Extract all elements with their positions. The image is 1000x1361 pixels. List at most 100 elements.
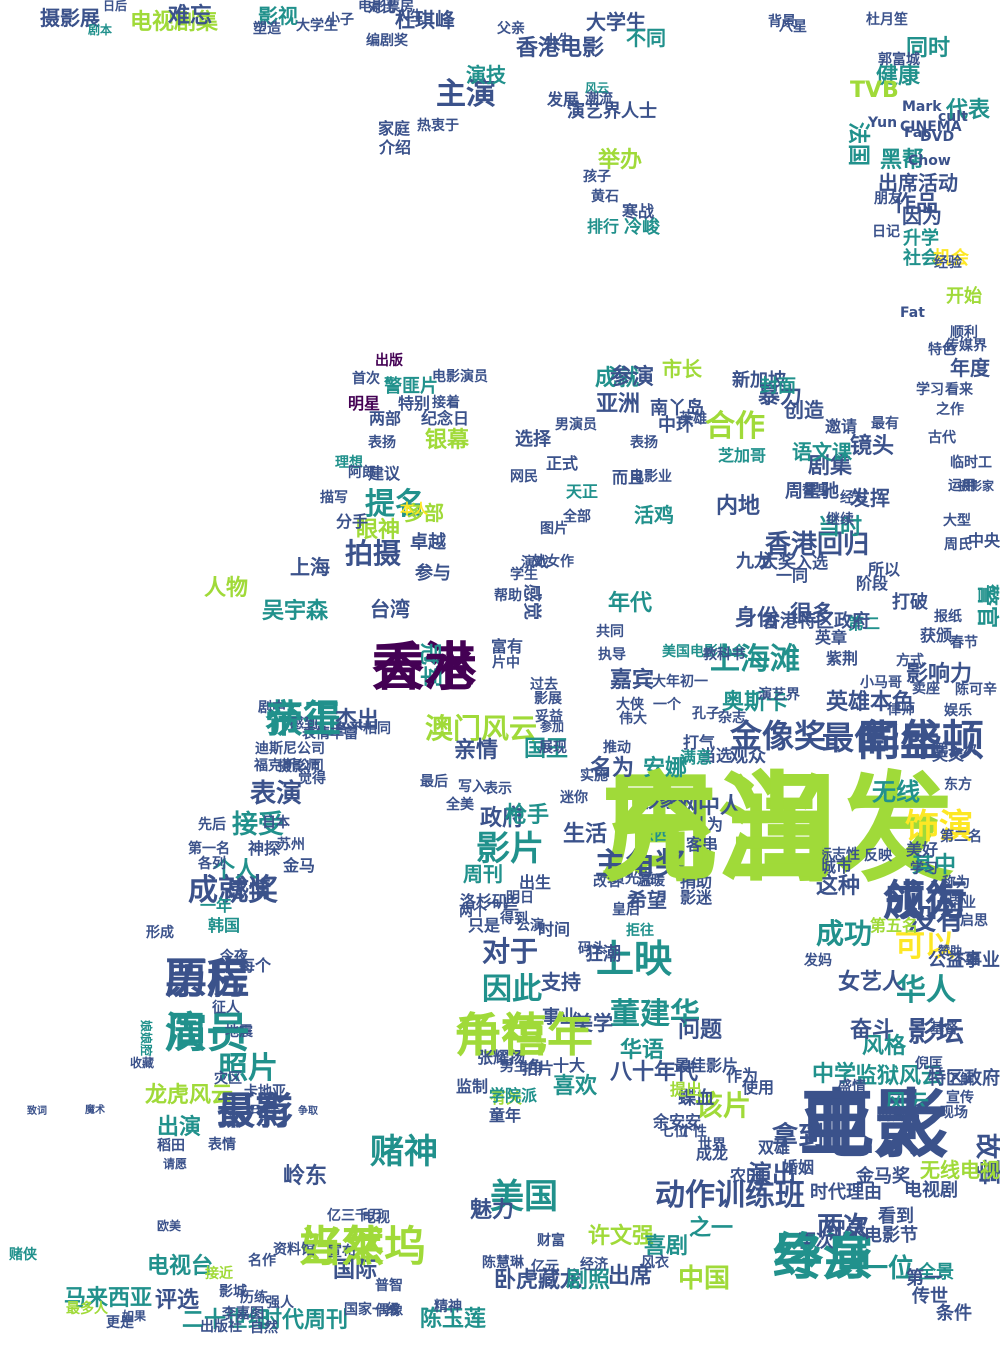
word-68: 监狱风云 bbox=[855, 1064, 944, 1089]
word-103: 身份 bbox=[735, 606, 780, 631]
word-254: 东方 bbox=[944, 777, 972, 793]
word-311: 每个 bbox=[239, 956, 272, 975]
word-83: 香港电影 bbox=[516, 36, 605, 61]
word-374: 宣布 bbox=[328, 1244, 356, 1260]
word-33: 没有 bbox=[908, 903, 965, 936]
word-210: 分手 bbox=[336, 512, 369, 531]
word-325: 表情丰富 bbox=[302, 726, 358, 742]
word-23: 拍摄 bbox=[345, 537, 402, 570]
word-365: 风衣 bbox=[641, 1255, 669, 1271]
word-260: 启思 bbox=[960, 913, 988, 929]
word-3: 导演 bbox=[773, 1228, 873, 1286]
word-275: 大奖 bbox=[760, 552, 796, 573]
word-233: 剧本 bbox=[88, 23, 113, 37]
word-217: 家庭 bbox=[378, 119, 411, 138]
word-79: 成就 bbox=[595, 366, 640, 391]
word-199: 电影演员 bbox=[432, 369, 488, 385]
word-26: 照片 bbox=[218, 1051, 278, 1086]
word-255: 美好 bbox=[906, 840, 939, 859]
word-71: 奋斗 bbox=[850, 1018, 895, 1043]
word-172: 看到 bbox=[878, 1206, 914, 1227]
word-96: 影视 bbox=[258, 4, 298, 28]
word-420: 运用 bbox=[948, 478, 976, 494]
word-127: 镜头 bbox=[850, 434, 895, 459]
word-85: 同时 bbox=[906, 36, 951, 61]
word-175: 无线电视 bbox=[920, 1158, 1000, 1182]
word-122: 亲情 bbox=[454, 738, 499, 763]
word-72: 这种 bbox=[816, 874, 861, 899]
word-89: 法国 bbox=[845, 122, 870, 167]
word-312: 地震 bbox=[225, 1024, 253, 1040]
word-40: 拿到 bbox=[772, 1122, 825, 1152]
word-134: 生活 bbox=[563, 822, 608, 847]
word-49: 许文强 bbox=[588, 1224, 655, 1249]
word-29: 对于 bbox=[482, 935, 539, 968]
word-178: 婚姻 bbox=[782, 1158, 815, 1177]
word-269: 全景 bbox=[918, 1262, 954, 1283]
word-110: 人物 bbox=[204, 576, 249, 601]
word-190: 拍片 bbox=[522, 1059, 555, 1078]
word-434: 千禧年 bbox=[455, 1008, 593, 1062]
word-186: 学院派 bbox=[489, 1086, 538, 1105]
word-361: 财富 bbox=[537, 1233, 565, 1249]
word-126: 发挥 bbox=[850, 486, 890, 510]
word-104: 很多 bbox=[790, 602, 835, 627]
word-331: 推动 bbox=[603, 740, 631, 756]
word-24: 成就奖 bbox=[188, 873, 278, 908]
word-431: 天水 bbox=[372, 638, 477, 698]
word-187: 童年 bbox=[489, 1106, 522, 1125]
word-118: 形象 bbox=[637, 788, 682, 813]
word-189: 张耀扬 bbox=[477, 1048, 526, 1067]
word-21: 合作 bbox=[705, 409, 765, 444]
word-373: 资料馆 bbox=[273, 1242, 315, 1258]
word-31: 可以 bbox=[895, 929, 955, 964]
word-405: Chow bbox=[908, 153, 951, 169]
word-298: 得到 bbox=[500, 911, 528, 927]
word-174: 电视剧 bbox=[904, 1180, 958, 1201]
word-180: 蝶血 bbox=[678, 1088, 714, 1109]
word-77: 奥斯卡 bbox=[722, 690, 789, 715]
word-248: 小马哥 bbox=[860, 675, 902, 691]
word-191: 男主角 bbox=[500, 1059, 542, 1075]
word-276: 九龙 bbox=[736, 551, 772, 572]
word-364: 亿元 bbox=[531, 1259, 559, 1275]
word-404: Fat bbox=[904, 125, 929, 141]
word-173: 再次 bbox=[798, 1231, 834, 1252]
word-333: 影展 bbox=[534, 691, 562, 707]
word-399: 娘娘腔 bbox=[139, 1020, 153, 1057]
word-327: 觉得 bbox=[298, 771, 326, 787]
word-116: 政府 bbox=[480, 806, 525, 831]
word-198: 警匪片 bbox=[384, 376, 438, 397]
word-385: 接近 bbox=[205, 1266, 233, 1282]
word-411: 传媒界 bbox=[945, 338, 987, 354]
word-432: 亚太 bbox=[800, 1082, 948, 1168]
word-140: 中环 bbox=[658, 415, 694, 436]
word-428: 第三次 bbox=[935, 742, 977, 758]
word-234: 背景 bbox=[768, 14, 796, 30]
word-58: 喜剧 bbox=[644, 1234, 689, 1259]
word-367: 更是 bbox=[106, 1315, 134, 1331]
word-392: 表示 bbox=[484, 781, 512, 797]
word-264: 了解 bbox=[946, 1072, 974, 1088]
word-60: 魅力 bbox=[470, 1198, 515, 1223]
word-65: 问题 bbox=[678, 1018, 723, 1043]
word-81: 参演 bbox=[610, 365, 655, 390]
word-422: 大型 bbox=[943, 513, 971, 529]
word-393: 迷你 bbox=[560, 790, 588, 806]
word-59: 之一 bbox=[689, 1216, 734, 1241]
word-319: 稻田 bbox=[157, 1138, 185, 1154]
word-124: 暴力 bbox=[758, 384, 803, 409]
word-349: 处女作 bbox=[532, 554, 574, 570]
word-356: 一个 bbox=[653, 697, 681, 713]
word-145: 而且 bbox=[612, 468, 645, 487]
word-265: 现场 bbox=[940, 1105, 968, 1121]
word-267: 倪匡 bbox=[915, 1056, 943, 1072]
word-7: 好莱坞 bbox=[300, 1222, 427, 1271]
word-324: 福克斯公司 bbox=[254, 758, 324, 774]
word-150: 语文课 bbox=[792, 440, 852, 464]
word-278: 当选 bbox=[700, 746, 733, 765]
word-310: 一年 bbox=[200, 896, 233, 915]
word-5: 演员 bbox=[165, 1008, 250, 1057]
word-54: 国际 bbox=[333, 1258, 378, 1283]
word-338: 演戏 bbox=[521, 555, 549, 571]
